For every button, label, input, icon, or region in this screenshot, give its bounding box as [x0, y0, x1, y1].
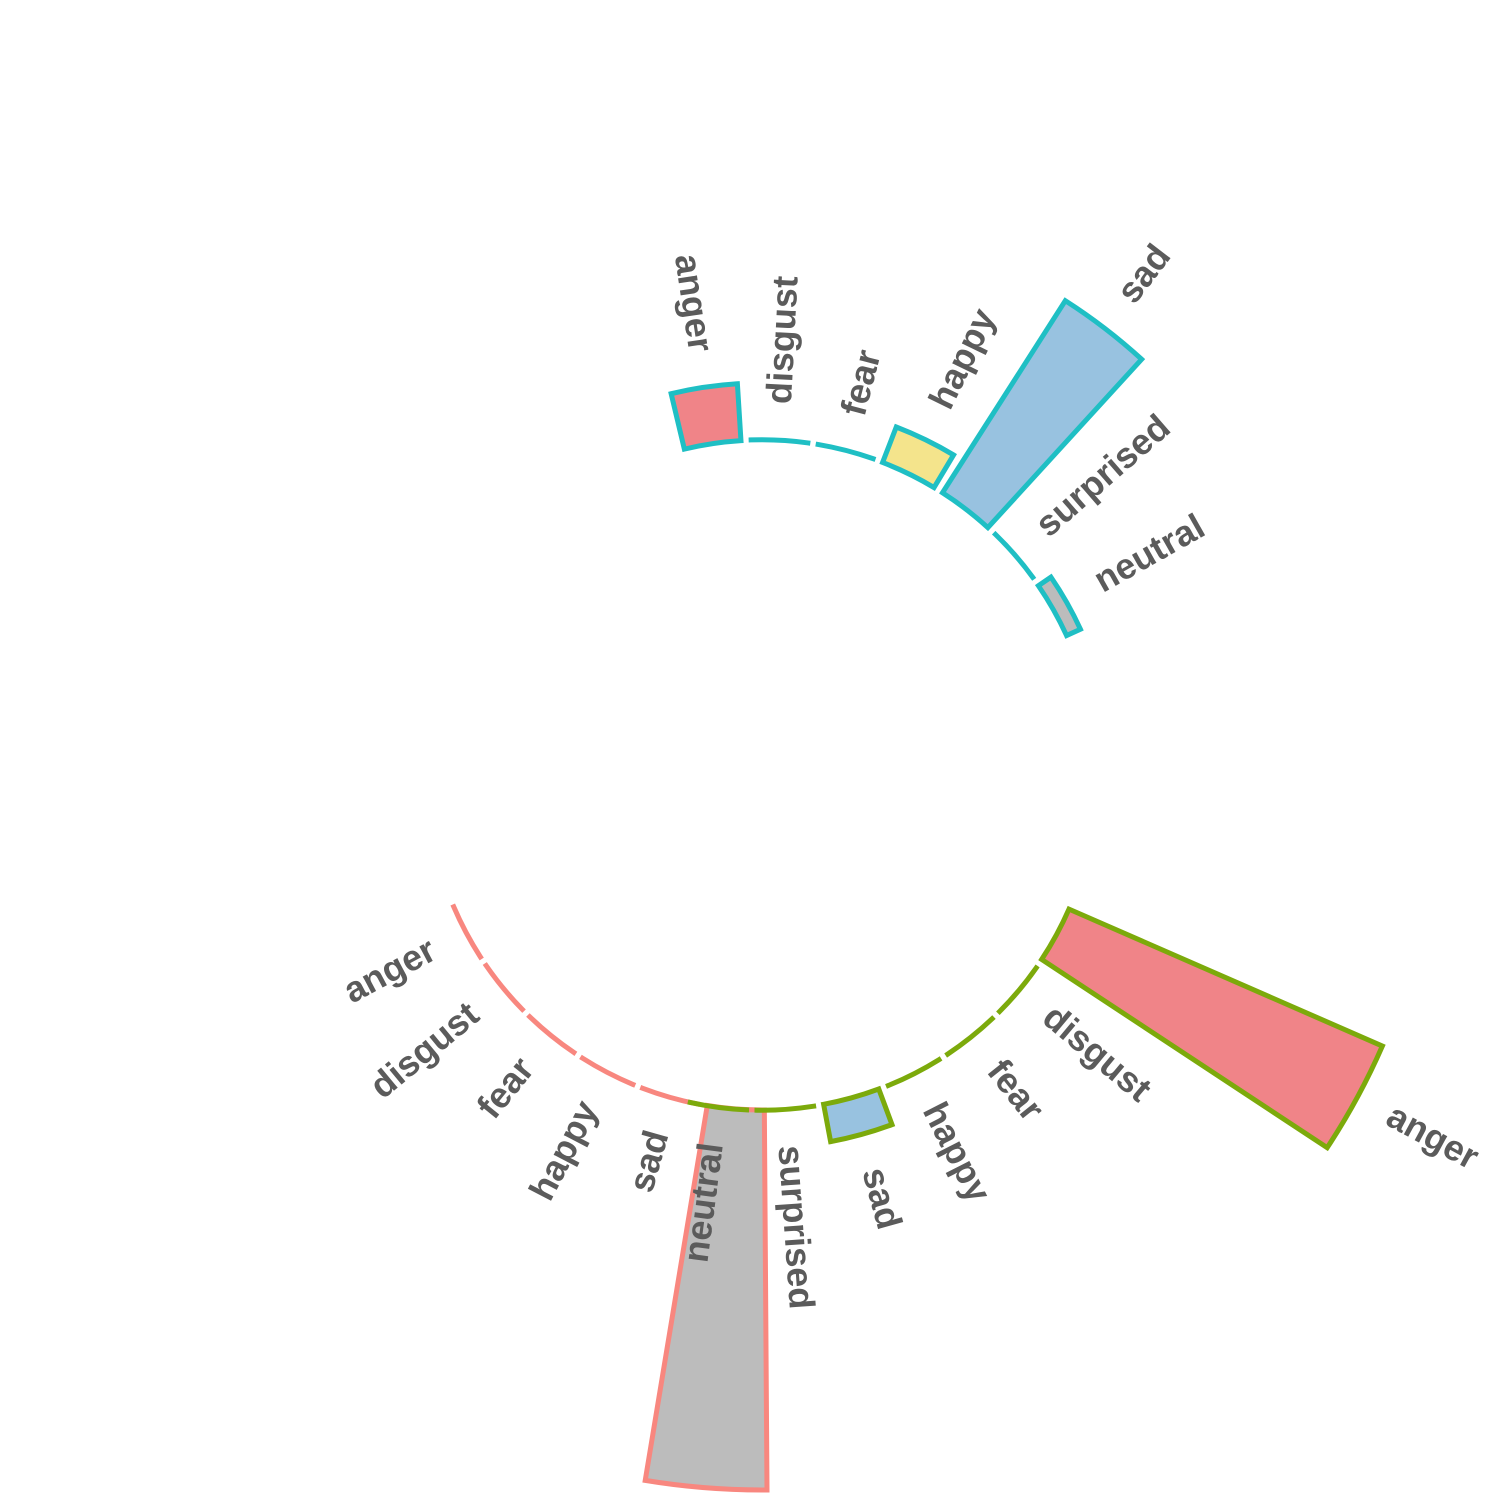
group-2-bar-fear: [815, 441, 877, 462]
group-3-bar-surprised: [754, 1103, 817, 1113]
group-2-bar-surprised: [991, 530, 1037, 581]
group-1-label-happy: happy: [521, 1094, 606, 1207]
group-2-label-anger: anger: [667, 251, 722, 354]
group-1-bar-fear: [526, 1013, 578, 1056]
group-2-label-neutral: neutral: [1087, 505, 1212, 600]
group-1-bar-happy: [579, 1054, 637, 1088]
group-1-bar-anger: [450, 903, 484, 961]
bars-layer: [450, 297, 1386, 1493]
group-3-bar-happy: [885, 1056, 943, 1089]
group-2-bar-happy: [879, 423, 957, 491]
group-1-label-anger: anger: [336, 929, 442, 1011]
group-3-label-anger: anger: [1380, 1095, 1486, 1178]
group-3-bar-sad: [820, 1085, 896, 1145]
group-3-label-happy: happy: [915, 1095, 1000, 1208]
group-2-bar-sad: [939, 297, 1146, 532]
group-2-label-happy: happy: [920, 302, 1003, 415]
labels-layer: angerdisgustfearhappysadsurprisedangerdi…: [336, 236, 1486, 1311]
group-3-label-surprised: surprised: [770, 1144, 822, 1311]
group-3-label-sad: sad: [854, 1163, 910, 1234]
group-2-label-fear: fear: [832, 346, 888, 420]
group-1-label-fear: fear: [468, 1049, 541, 1126]
group-3-bar-neutral: [687, 1099, 750, 1113]
group-2-bar-anger: [668, 381, 744, 453]
group-3-bar-fear: [944, 1015, 996, 1058]
group-3-bar-disgust: [996, 964, 1040, 1015]
group-2-label-disgust: disgust: [758, 275, 806, 405]
group-2-bar-disgust: [748, 437, 811, 446]
group-1-label-sad: sad: [620, 1126, 677, 1197]
group-2-label-sad: sad: [1108, 236, 1178, 310]
group-3-bar-anger: [1038, 905, 1386, 1152]
group-1-bar-disgust: [482, 962, 526, 1013]
group-2-bar-neutral: [1034, 573, 1084, 639]
group-3-label-fear: fear: [980, 1051, 1053, 1128]
group-1-label-disgust: disgust: [362, 993, 487, 1106]
